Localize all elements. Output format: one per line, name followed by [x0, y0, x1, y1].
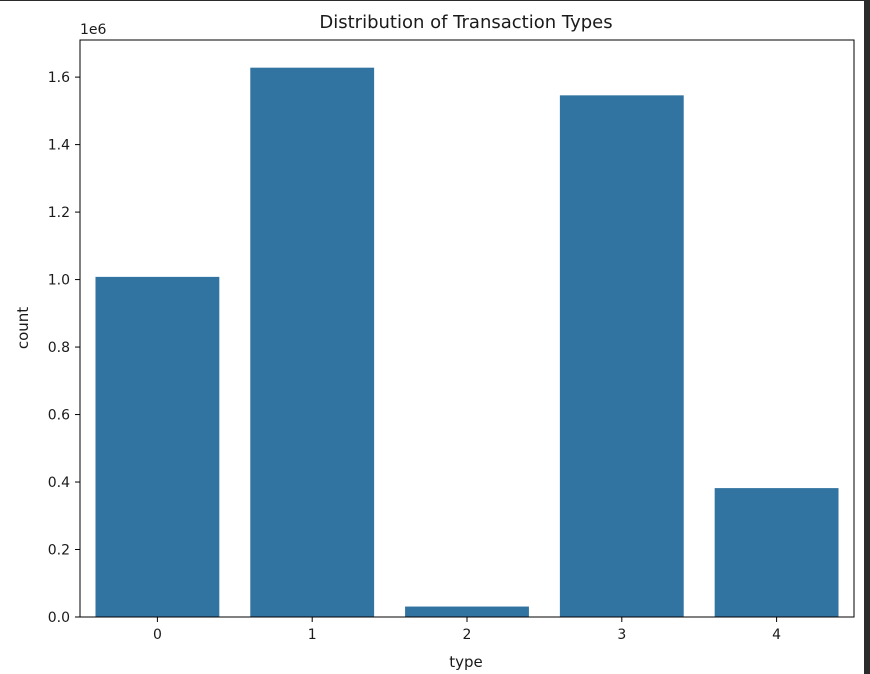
- bar-1: [250, 67, 375, 617]
- x-tick-label-1: 1: [308, 627, 317, 643]
- y-tick-label-6: 1.2: [48, 205, 70, 221]
- y-axis-ticks: 0.0 0.2 0.4 0.6 0.8 1.0 1.2 1.4 1.6: [48, 70, 80, 626]
- bar-3: [559, 95, 684, 617]
- bars: [95, 67, 839, 617]
- plot-area-frame: [79, 39, 855, 618]
- y-tick-label-8: 1.6: [48, 70, 70, 86]
- y-tick-label-3: 0.6: [48, 408, 70, 424]
- x-tick-label-2: 2: [463, 627, 472, 643]
- y-tick-label-1: 0.2: [48, 543, 70, 559]
- x-tick-label-4: 4: [772, 627, 781, 643]
- x-tick-label-0: 0: [153, 627, 162, 643]
- x-axis-label: type: [449, 653, 483, 671]
- window-right-border: [864, 0, 870, 674]
- y-axis-offset-label: 1e6: [80, 22, 107, 38]
- y-tick-label-4: 0.8: [48, 340, 70, 356]
- y-tick-label-2: 0.4: [48, 475, 70, 491]
- y-axis-label: count: [14, 307, 32, 349]
- bar-2: [405, 606, 529, 617]
- y-tick-label-5: 1.0: [48, 273, 70, 289]
- window-top-border: [0, 0, 870, 1]
- bar-4: [714, 488, 839, 617]
- y-tick-label-0: 0.0: [48, 610, 70, 626]
- chart-title: Distribution of Transaction Types: [319, 12, 612, 33]
- y-tick-label-7: 1.4: [48, 138, 70, 154]
- x-tick-label-3: 3: [617, 627, 626, 643]
- bar-0: [95, 276, 220, 617]
- x-axis-ticks: 0 1 2 3 4: [153, 617, 781, 643]
